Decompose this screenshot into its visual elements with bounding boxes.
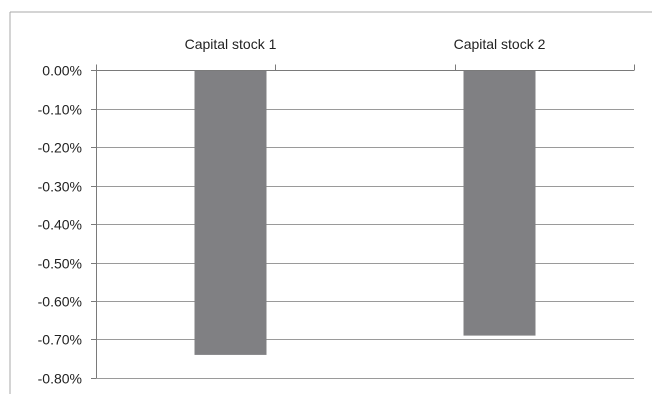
y-tick-label: -0.10%: [38, 102, 82, 118]
y-tick-label: 0.00%: [42, 63, 82, 79]
bars: [194, 70, 536, 355]
bar-1: [463, 70, 536, 336]
y-tick-label: -0.70%: [38, 332, 82, 348]
labels: 0.00% -0.10% -0.20% -0.30% -0.40% -0.50% -0.60…: [38, 36, 546, 387]
axes: [9, 11, 652, 394]
y-tick-label: -0.80%: [38, 371, 82, 387]
y-tick-label: -0.30%: [38, 179, 82, 195]
y-tick-label: -0.20%: [38, 140, 82, 156]
category-label: Capital stock 1: [185, 36, 277, 52]
y-tick-label: -0.40%: [38, 217, 82, 233]
gridlines: [96, 109, 634, 379]
category-label: Capital stock 2: [454, 36, 546, 52]
y-tick-label: -0.50%: [38, 256, 82, 272]
bar-0: [194, 70, 267, 355]
y-tick-label: -0.60%: [38, 294, 82, 310]
